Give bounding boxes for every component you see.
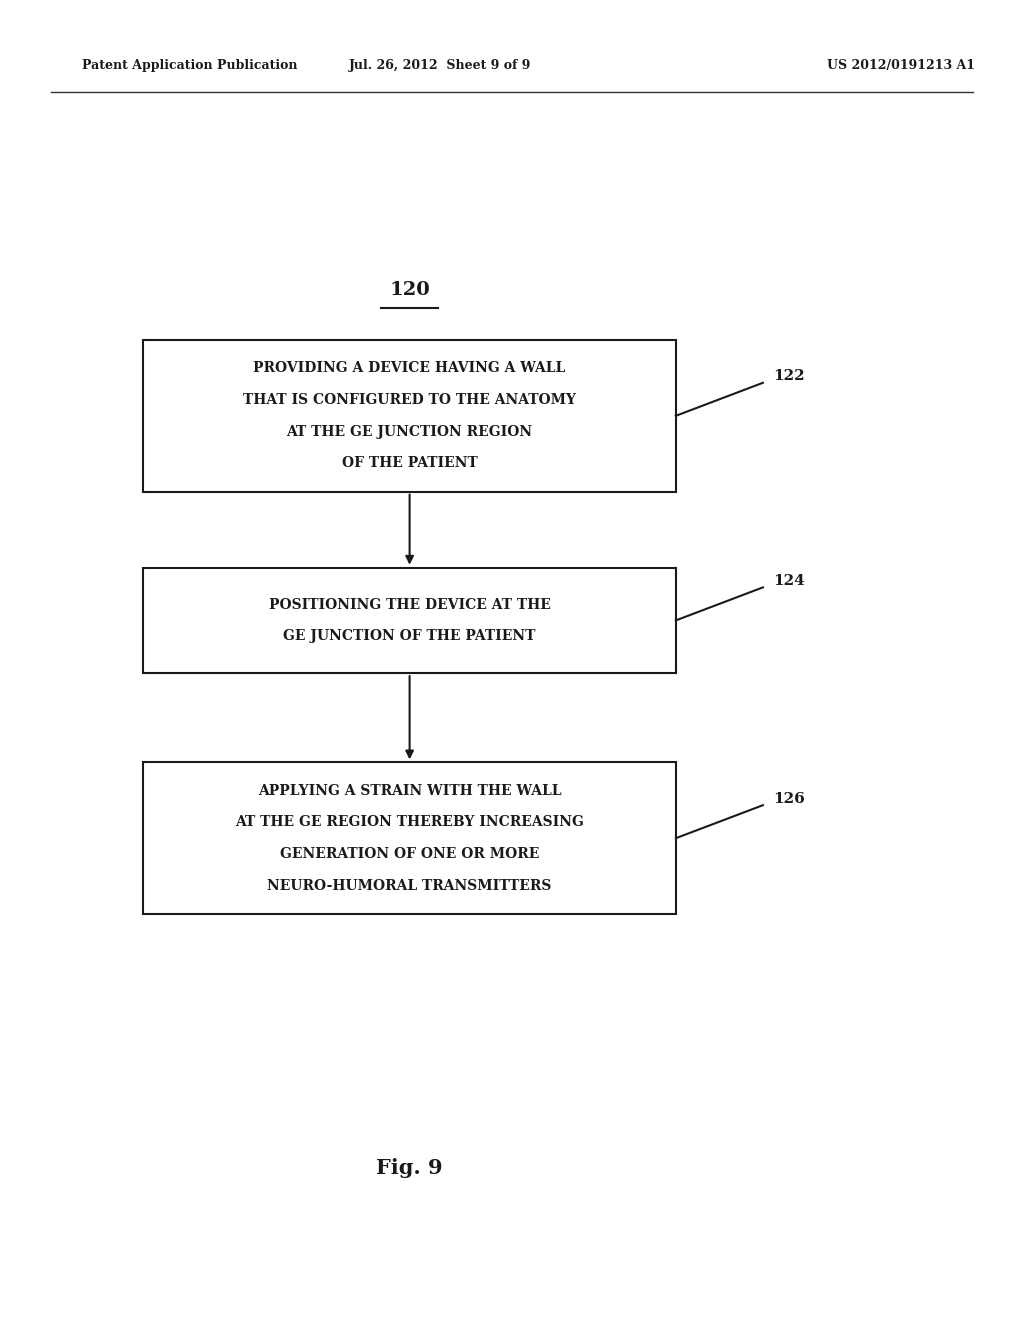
Text: Fig. 9: Fig. 9 bbox=[376, 1158, 443, 1179]
Text: 120: 120 bbox=[389, 281, 430, 300]
Bar bbox=[143, 568, 676, 673]
Bar bbox=[143, 339, 676, 491]
Text: AT THE GE JUNCTION REGION: AT THE GE JUNCTION REGION bbox=[287, 425, 532, 438]
Text: OF THE PATIENT: OF THE PATIENT bbox=[342, 457, 477, 470]
Text: US 2012/0191213 A1: US 2012/0191213 A1 bbox=[827, 59, 975, 73]
Text: Jul. 26, 2012  Sheet 9 of 9: Jul. 26, 2012 Sheet 9 of 9 bbox=[349, 59, 531, 73]
Bar bbox=[143, 763, 676, 913]
Text: GENERATION OF ONE OR MORE: GENERATION OF ONE OR MORE bbox=[280, 847, 540, 861]
Text: NEURO-HUMORAL TRANSMITTERS: NEURO-HUMORAL TRANSMITTERS bbox=[267, 879, 552, 892]
Text: 122: 122 bbox=[773, 370, 805, 383]
Text: AT THE GE REGION THEREBY INCREASING: AT THE GE REGION THEREBY INCREASING bbox=[236, 816, 584, 829]
Text: THAT IS CONFIGURED TO THE ANATOMY: THAT IS CONFIGURED TO THE ANATOMY bbox=[243, 393, 577, 407]
Text: POSITIONING THE DEVICE AT THE: POSITIONING THE DEVICE AT THE bbox=[268, 598, 551, 611]
Text: 124: 124 bbox=[773, 574, 805, 587]
Text: GE JUNCTION OF THE PATIENT: GE JUNCTION OF THE PATIENT bbox=[284, 630, 536, 643]
Text: PROVIDING A DEVICE HAVING A WALL: PROVIDING A DEVICE HAVING A WALL bbox=[254, 362, 565, 375]
Text: Patent Application Publication: Patent Application Publication bbox=[82, 59, 297, 73]
Text: 126: 126 bbox=[773, 792, 805, 805]
Text: APPLYING A STRAIN WITH THE WALL: APPLYING A STRAIN WITH THE WALL bbox=[258, 784, 561, 797]
